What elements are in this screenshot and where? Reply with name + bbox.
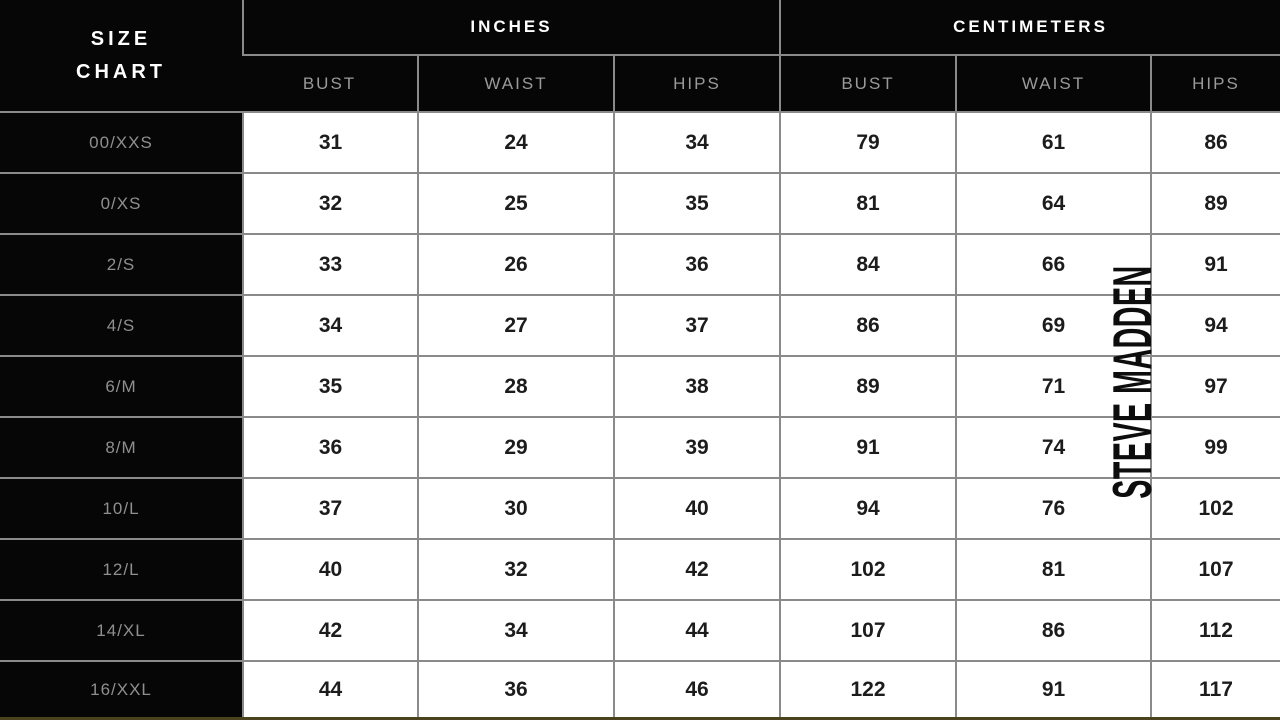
inches-bust-value: 42: [242, 599, 417, 660]
centimeters-hips-value: 86: [1150, 111, 1280, 172]
inches-hips-value: 38: [613, 355, 779, 416]
centimeters-waist-value: 61: [955, 111, 1150, 172]
inches-bust-value: 34: [242, 294, 417, 355]
centimeters-waist-value: 91: [955, 660, 1150, 717]
centimeters-hips-value: 102: [1150, 477, 1280, 538]
bottom-accent-bar: [0, 717, 1280, 720]
inches-waist-value: 27: [417, 294, 613, 355]
inches-bust-value: 35: [242, 355, 417, 416]
centimeters-waist-header: WAIST: [955, 54, 1150, 111]
inches-waist-header: WAIST: [417, 54, 613, 111]
centimeters-waist-value: 66: [955, 233, 1150, 294]
size-chart-title-line1: SIZE: [90, 28, 152, 51]
centimeters-waist-value: 69: [955, 294, 1150, 355]
table-row: 16/XXL 44 36 46 122 91 117: [0, 660, 1280, 717]
centimeters-bust-value: 84: [779, 233, 955, 294]
inches-hips-value: 46: [613, 660, 779, 717]
size-label: 4/S: [0, 294, 242, 355]
centimeters-hips-value: 107: [1150, 538, 1280, 599]
inches-group-header: INCHES: [242, 0, 779, 54]
centimeters-hips-value: 94: [1150, 294, 1280, 355]
table-row: 10/L 37 30 40 94 76 102: [0, 477, 1280, 538]
size-label: 00/XXS: [0, 111, 242, 172]
centimeters-hips-value: 89: [1150, 172, 1280, 233]
table-row: 0/XS 32 25 35 81 64 89: [0, 172, 1280, 233]
centimeters-bust-value: 94: [779, 477, 955, 538]
inches-bust-value: 32: [242, 172, 417, 233]
centimeters-bust-value: 81: [779, 172, 955, 233]
size-chart-title: SIZE CHART: [0, 0, 242, 111]
inches-waist-value: 32: [417, 538, 613, 599]
size-label: 10/L: [0, 477, 242, 538]
centimeters-hips-value: 97: [1150, 355, 1280, 416]
inches-waist-value: 34: [417, 599, 613, 660]
size-label: 6/M: [0, 355, 242, 416]
inches-bust-value: 40: [242, 538, 417, 599]
inches-waist-value: 24: [417, 111, 613, 172]
centimeters-waist-value: 64: [955, 172, 1150, 233]
inches-hips-value: 35: [613, 172, 779, 233]
centimeters-hips-value: 112: [1150, 599, 1280, 660]
centimeters-hips-value: 99: [1150, 416, 1280, 477]
inches-hips-value: 36: [613, 233, 779, 294]
centimeters-bust-value: 86: [779, 294, 955, 355]
inches-bust-value: 44: [242, 660, 417, 717]
centimeters-group-header: CENTIMETERS: [779, 0, 1280, 54]
inches-bust-header: BUST: [242, 54, 417, 111]
size-chart-title-line2: CHART: [76, 60, 166, 83]
centimeters-waist-value: 76: [955, 477, 1150, 538]
centimeters-bust-value: 102: [779, 538, 955, 599]
centimeters-bust-value: 107: [779, 599, 955, 660]
table-row: 12/L 40 32 42 102 81 107: [0, 538, 1280, 599]
inches-waist-value: 36: [417, 660, 613, 717]
size-label: 12/L: [0, 538, 242, 599]
inches-bust-value: 31: [242, 111, 417, 172]
table-row: 14/XL 42 34 44 107 86 112: [0, 599, 1280, 660]
inches-hips-value: 40: [613, 477, 779, 538]
inches-waist-value: 29: [417, 416, 613, 477]
centimeters-waist-value: 81: [955, 538, 1150, 599]
inches-waist-value: 28: [417, 355, 613, 416]
size-label: 2/S: [0, 233, 242, 294]
size-label: 16/XXL: [0, 660, 242, 717]
size-label: 8/M: [0, 416, 242, 477]
centimeters-hips-value: 117: [1150, 660, 1280, 717]
centimeters-bust-value: 79: [779, 111, 955, 172]
centimeters-hips-header: HIPS: [1150, 54, 1280, 111]
inches-waist-value: 26: [417, 233, 613, 294]
size-label: 0/XS: [0, 172, 242, 233]
table-row: 8/M 36 29 39 91 74 99: [0, 416, 1280, 477]
size-label: 14/XL: [0, 599, 242, 660]
centimeters-bust-value: 91: [779, 416, 955, 477]
inches-bust-value: 37: [242, 477, 417, 538]
inches-hips-value: 37: [613, 294, 779, 355]
inches-hips-value: 42: [613, 538, 779, 599]
inches-waist-value: 30: [417, 477, 613, 538]
inches-hips-value: 44: [613, 599, 779, 660]
table-row: 6/M 35 28 38 89 71 97: [0, 355, 1280, 416]
centimeters-waist-value: 74: [955, 416, 1150, 477]
centimeters-bust-value: 122: [779, 660, 955, 717]
inches-hips-value: 34: [613, 111, 779, 172]
centimeters-waist-value: 86: [955, 599, 1150, 660]
inches-bust-value: 33: [242, 233, 417, 294]
centimeters-bust-header: BUST: [779, 54, 955, 111]
inches-hips-value: 39: [613, 416, 779, 477]
table-row: 00/XXS 31 24 34 79 61 86: [0, 111, 1280, 172]
centimeters-bust-value: 89: [779, 355, 955, 416]
inches-waist-value: 25: [417, 172, 613, 233]
inches-bust-value: 36: [242, 416, 417, 477]
table-row: 2/S 33 26 36 84 66 91: [0, 233, 1280, 294]
centimeters-waist-value: 71: [955, 355, 1150, 416]
inches-hips-header: HIPS: [613, 54, 779, 111]
size-table-body: 00/XXS 31 24 34 79 61 86 0/XS 32 25 35 81 64 89 2/S 33 2…: [0, 111, 1280, 717]
table-row: 4/S 34 27 37 86 69 94: [0, 294, 1280, 355]
centimeters-hips-value: 91: [1150, 233, 1280, 294]
